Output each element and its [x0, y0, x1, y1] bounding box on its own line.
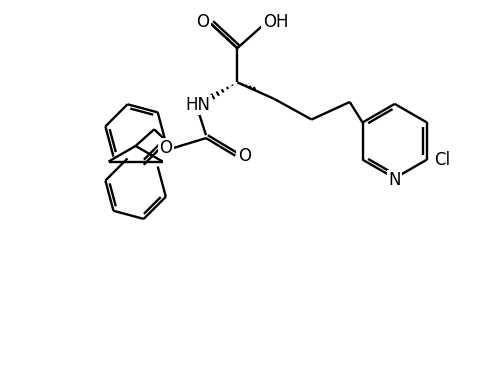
Text: HN: HN [186, 96, 210, 114]
Text: OH: OH [262, 13, 288, 31]
Text: O: O [196, 13, 209, 31]
Text: O: O [238, 147, 250, 165]
Text: N: N [388, 171, 401, 189]
Text: Cl: Cl [434, 151, 450, 169]
Text: O: O [160, 139, 172, 157]
